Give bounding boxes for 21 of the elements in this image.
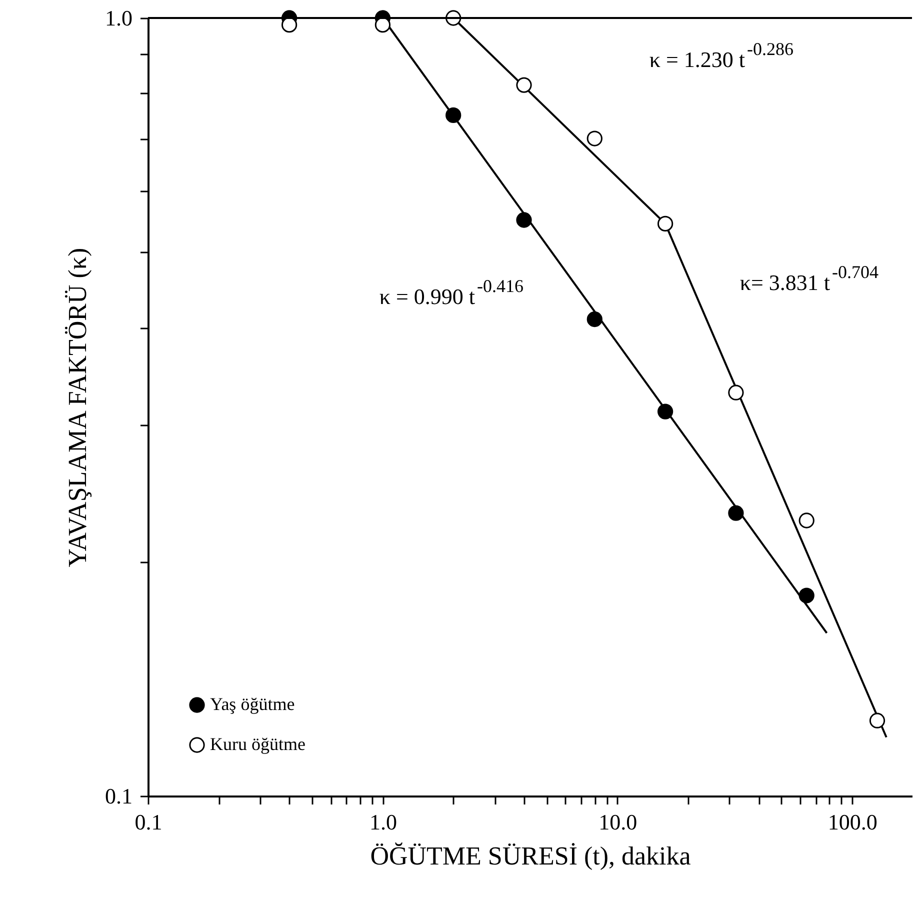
- x-axis-title: ÖĞÜTME SÜRESİ (t), dakika: [370, 842, 692, 870]
- point: [516, 77, 532, 93]
- x-tick-label: 1.0: [369, 810, 397, 834]
- point: [516, 212, 532, 228]
- point: [728, 505, 744, 521]
- x-tick-label: 0.1: [134, 810, 162, 834]
- point: [798, 512, 814, 528]
- point: [798, 588, 814, 604]
- point: [586, 311, 602, 328]
- legend-label: Yaş öğütme: [210, 694, 295, 714]
- point: [657, 404, 674, 420]
- point: [374, 17, 391, 33]
- x-tick-label: 10.0: [598, 810, 638, 834]
- point: [869, 712, 886, 728]
- point: [446, 107, 462, 124]
- point: [657, 216, 674, 232]
- x-tick-label: 100.0: [828, 810, 878, 834]
- legend-label: Kuru öğütme: [210, 734, 306, 754]
- point: [728, 384, 744, 400]
- y-axis-title: YAVAŞLAMA FAKTÖRÜ (κ): [63, 248, 92, 568]
- point: [586, 130, 602, 146]
